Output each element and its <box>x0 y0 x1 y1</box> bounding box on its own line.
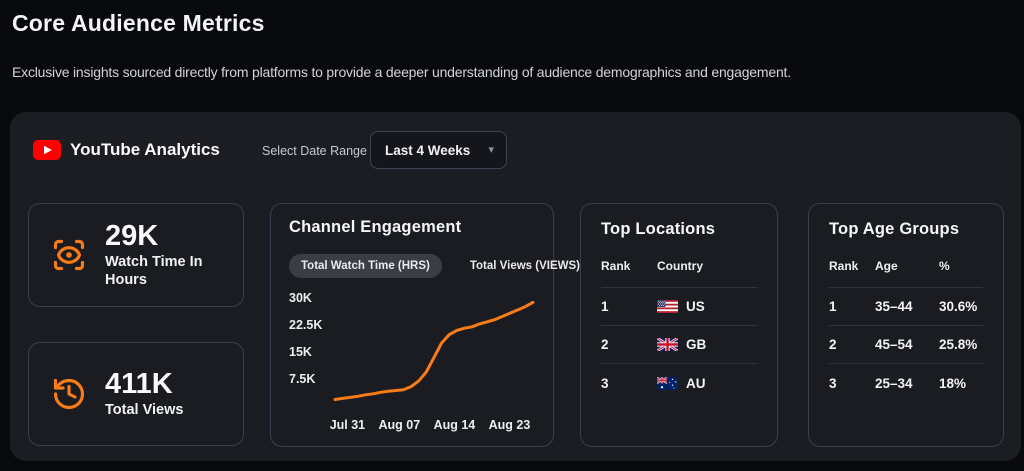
table-row: 3 AU <box>601 364 757 402</box>
col-age: Age <box>875 259 898 273</box>
total-views-stat-card: 411K Total Views <box>28 342 244 446</box>
watch-time-stat-card: 29K Watch Time In Hours <box>28 203 244 307</box>
age-groups-header: Rank Age % <box>829 259 983 273</box>
date-range-label: Select Date Range <box>262 144 367 158</box>
x-axis-labels: Jul 31 Aug 07 Aug 14 Aug 23 <box>323 418 537 432</box>
table-row: 3 25–34 18% <box>829 364 983 402</box>
x-tick-label: Aug 14 <box>433 418 476 432</box>
page-subtitle: Exclusive insights sourced directly from… <box>12 64 791 80</box>
rank-cell: 3 <box>829 375 837 391</box>
country-cell: AU <box>657 376 757 391</box>
table-row: 2 45–54 25.8% <box>829 326 983 364</box>
chart-title: Channel Engagement <box>289 218 462 236</box>
top-locations-panel: Top Locations Rank Country 1 US <box>580 203 778 447</box>
age-cell: 35–44 <box>875 299 913 314</box>
col-country: Country <box>657 259 703 273</box>
locations-title: Top Locations <box>601 220 716 238</box>
table-row: 1 35–44 30.6% <box>829 288 983 326</box>
rank-cell: 1 <box>829 299 837 314</box>
y-tick-label: 15K <box>289 345 312 359</box>
date-range-value: Last 4 Weeks <box>385 142 471 158</box>
watch-time-value: 29K <box>105 219 159 252</box>
divider <box>601 287 757 288</box>
percent-cell: 18% <box>939 375 967 391</box>
divider <box>829 287 983 288</box>
col-rank: Rank <box>829 259 859 273</box>
total-views-value: 411K <box>105 367 173 400</box>
table-row: 1 US <box>601 288 757 326</box>
y-tick-label: 30K <box>289 291 312 305</box>
x-tick-label: Jul 31 <box>329 418 366 432</box>
page-title: Core Audience Metrics <box>12 10 265 36</box>
chart-tabs: Total Watch Time (HRS) Total Views (VIEW… <box>289 254 580 278</box>
percent-cell: 25.8% <box>939 337 978 352</box>
percent-cell: 30.6% <box>939 299 978 314</box>
y-tick-label: 22.5K <box>289 318 323 332</box>
date-range-select[interactable]: Last 4 Weeks ▾ <box>370 131 507 169</box>
total-views-label: Total Views <box>105 402 184 419</box>
card-title: YouTube Analytics <box>70 140 220 159</box>
table-row: 2 GB <box>601 326 757 364</box>
country-cell: GB <box>657 337 757 352</box>
engagement-line-chart: 30K 22.5K 15K 7.5K <box>289 291 537 410</box>
y-tick-label: 7.5K <box>289 372 316 386</box>
x-tick-label: Aug 07 <box>378 418 421 432</box>
youtube-analytics-card: YouTube Analytics Select Date Range Last… <box>10 112 1021 461</box>
top-age-groups-panel: Top Age Groups Rank Age % 1 35–44 30.6% … <box>808 203 1004 447</box>
tab-total-views[interactable]: Total Views (VIEWS) <box>469 260 580 272</box>
watch-time-label: Watch Time In Hours <box>105 254 203 288</box>
x-tick-label: Aug 23 <box>488 418 531 432</box>
tab-total-watch-time[interactable]: Total Watch Time (HRS) <box>289 254 442 278</box>
locations-header: Rank Country <box>601 259 757 273</box>
age-cell: 25–34 <box>875 375 913 391</box>
rank-cell: 2 <box>601 337 609 352</box>
country-code: AU <box>686 375 706 391</box>
col-rank: Rank <box>601 259 631 273</box>
country-code: GB <box>686 337 707 352</box>
us-flag-icon <box>657 300 678 313</box>
au-flag-icon <box>657 376 678 390</box>
youtube-logo-icon <box>33 140 61 160</box>
gb-flag-icon <box>657 338 678 351</box>
col-percent: % <box>939 259 950 273</box>
scan-eye-icon <box>53 239 85 271</box>
history-clock-icon <box>53 378 85 410</box>
line-series <box>333 300 535 401</box>
rank-cell: 3 <box>601 375 609 391</box>
rank-cell: 2 <box>829 337 837 352</box>
chevron-down-icon: ▾ <box>488 143 494 156</box>
rank-cell: 1 <box>601 299 609 314</box>
channel-engagement-panel: Channel Engagement Total Watch Time (HRS… <box>270 203 580 447</box>
country-cell: US <box>657 299 757 314</box>
age-groups-title: Top Age Groups <box>829 220 960 238</box>
age-cell: 45–54 <box>875 337 913 352</box>
country-code: US <box>686 299 705 314</box>
